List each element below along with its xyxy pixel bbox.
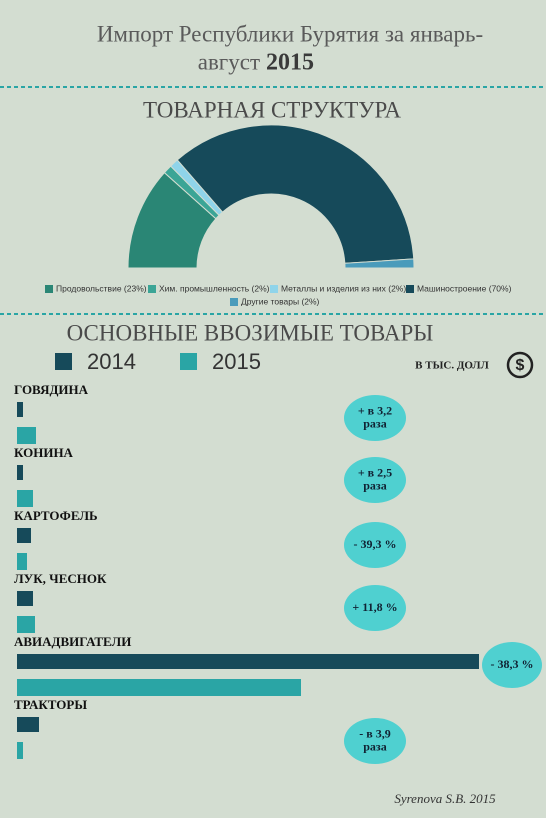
title-line2: август (198, 49, 260, 74)
bar (17, 465, 23, 480)
bar (17, 679, 301, 696)
bar (17, 553, 27, 570)
bar (17, 591, 33, 606)
annotation-bubble (344, 718, 406, 764)
legend-label: Металлы и изделия из них (2%) (281, 283, 406, 293)
annotation-bubble (344, 585, 406, 631)
pie-title: ТОВАРНАЯ СТРУКТУРА (143, 97, 401, 122)
annotation-text: - 38,3 % (491, 657, 534, 671)
signature: Syrenova S.B. 2015 (394, 791, 496, 806)
annotation-text: - 39,3 % (354, 537, 397, 551)
annotation-text: + в 2,5 (358, 465, 392, 479)
bar (17, 717, 39, 732)
category-label: КАРТОФЕЛЬ (14, 508, 98, 523)
category-label: АВИАДВИГАТЕЛИ (14, 634, 131, 649)
bar (17, 742, 23, 759)
legend-swatch (406, 285, 414, 293)
legend-swatch (148, 285, 156, 293)
bar (17, 490, 33, 507)
legend-swatch (230, 298, 238, 306)
unit-label: В ТЫС. ДОЛЛ (415, 360, 489, 372)
annotation-bubble (482, 642, 542, 688)
currency-icon: $ (516, 357, 525, 374)
bar-title: ОСНОВНЫЕ ВВОЗИМЫЕ ТОВАРЫ (67, 320, 434, 345)
annotation-text: + 11,8 % (352, 600, 397, 614)
legend-swatch (45, 285, 53, 293)
annotation-text: раза (363, 478, 387, 492)
annotation-text: + в 3,2 (358, 403, 392, 417)
title-year: 2015 (266, 50, 314, 76)
legend-label: Машиностроение (70%) (417, 283, 512, 293)
currency-circle (506, 351, 534, 379)
category-label: ЛУК, ЧЕСНОК (14, 571, 107, 586)
legend-label: Хим. промышленность (2%) (159, 283, 270, 293)
legend-label: 2015 (212, 349, 261, 374)
bar (17, 427, 36, 444)
annotation-text: раза (363, 739, 387, 753)
legend-label: Другие товары (2%) (241, 296, 320, 306)
bar (17, 402, 23, 417)
annotation-bubble (344, 522, 406, 568)
annotation-bubble (344, 395, 406, 441)
title: Импорт Республики Бурятия за январь- (97, 21, 483, 46)
pie-segment (176, 124, 415, 264)
bar (17, 528, 31, 543)
bar (17, 654, 479, 669)
category-label: КОНИНА (14, 445, 74, 460)
annotation-text: - в 3,9 (359, 726, 390, 740)
legend-label: Продовольствие (23%) (56, 283, 147, 293)
pie-segment (344, 258, 415, 269)
legend-label: 2014 (87, 349, 136, 374)
annotation-bubble (344, 457, 406, 503)
category-label: ГОВЯДИНА (14, 382, 89, 397)
category-label: ТРАКТОРЫ (14, 697, 87, 712)
bar (17, 616, 35, 633)
legend-swatch (270, 285, 278, 293)
legend-swatch (55, 353, 72, 370)
annotation-text: раза (363, 416, 387, 430)
legend-swatch (180, 353, 197, 370)
